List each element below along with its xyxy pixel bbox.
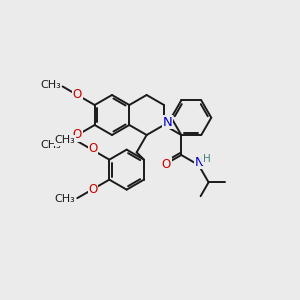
Text: CH₃: CH₃	[40, 80, 61, 91]
Text: H: H	[203, 154, 211, 164]
Text: N: N	[163, 116, 173, 128]
Text: CH₃: CH₃	[40, 140, 61, 149]
Text: O: O	[88, 142, 98, 155]
Text: O: O	[73, 128, 82, 142]
Text: O: O	[88, 183, 98, 196]
Text: CH₃: CH₃	[55, 194, 75, 204]
Text: N: N	[195, 155, 204, 169]
Text: O: O	[162, 158, 171, 171]
Text: CH₃: CH₃	[55, 135, 75, 145]
Text: O: O	[73, 88, 82, 101]
